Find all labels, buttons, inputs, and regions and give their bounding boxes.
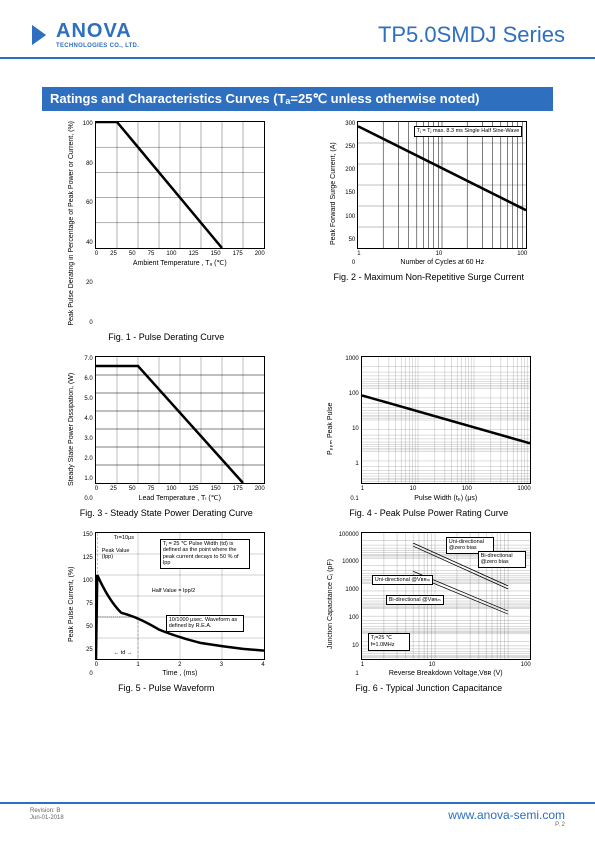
fig2-ylabel: Peak Forward Surge Current, (A) — [330, 121, 337, 266]
fig4-ylabel: Pₚₚₘ Peak Pulse — [327, 356, 335, 502]
brand-sub: TECHNOLOGIES CO., LTD. — [56, 43, 139, 49]
page-header: ANOVA TECHNOLOGIES CO., LTD. TP5.0SMDJ S… — [0, 0, 595, 59]
fig5-caption: Fig. 5 - Pulse Waveform — [118, 683, 214, 693]
fig5-annot-wave: 10/1000 μsec. Waveform as defined by R.E… — [166, 615, 244, 632]
page-footer: Revision: B Jun-01-2018 www.anova-semi.c… — [0, 802, 595, 828]
fig2-xticks: 110100 — [357, 251, 527, 257]
fig3-plot — [95, 356, 265, 484]
logo: ANOVA TECHNOLOGIES CO., LTD. — [30, 20, 139, 49]
fig6-xticks: 110100 — [361, 662, 531, 668]
series-title: TP5.0SMDJ Series — [378, 22, 565, 48]
fig1-ylabel: Peak Pulse Derating in Percentage of Pea… — [68, 121, 75, 326]
fig3-xlabel: Lead Temperature , Tₗ (℃) — [95, 494, 265, 502]
chart-fig4: Pₚₚₘ Peak Pulse 10001001010.1 — [313, 356, 546, 518]
section-title: Ratings and Characteristics Curves (Tₐ=2… — [42, 87, 553, 111]
fig3-xticks: 0255075100125150175200 — [95, 486, 265, 492]
fig1-xlabel: Ambient Temperature , Tₐ (℃) — [95, 259, 265, 267]
fig4-yticks: 10001001010.1 — [337, 356, 359, 502]
fig4-caption: Fig. 4 - Peak Pulse Power Rating Curve — [349, 508, 508, 518]
logo-triangle-icon — [30, 23, 50, 47]
footer-revision: Revision: B — [30, 808, 64, 815]
fig4-plot — [361, 356, 531, 484]
fig6-yticks: 100000100001000100101 — [337, 532, 359, 677]
chart-fig3: Steady State Power Dissipation, (W) 7.06… — [50, 356, 283, 518]
footer-url: www.anova-semi.com — [448, 808, 565, 822]
fig5-xticks: 01234 — [95, 662, 265, 668]
fig6-ylabel: Junction Capacitance Cⱼ (pF) — [327, 532, 335, 677]
fig1-yticks: 100806040200 — [77, 121, 93, 326]
charts-grid: Peak Pulse Derating in Percentage of Pea… — [0, 121, 595, 693]
fig1-plot — [95, 121, 265, 249]
chart-fig6: Junction Capacitance Cⱼ (pF) 10000010000… — [313, 532, 546, 693]
fig4-xlabel: Pulse Width (tₚ) (μs) — [361, 494, 531, 502]
fig3-ylabel: Steady State Power Dissipation, (W) — [68, 356, 75, 502]
fig6-annot-bi-zero: Bi-directional @zero bias — [478, 551, 526, 568]
fig6-xlabel: Reverse Breakdown Voltage,Vʙʀ (V) — [361, 670, 531, 677]
fig5-ylabel: Peak Pulse Current, (%) — [68, 532, 75, 677]
fig5-annot-def: Tⱼ = 25 ℃ Pulse Width (td) is defined as… — [160, 539, 250, 569]
fig2-caption: Fig. 2 - Maximum Non-Repetitive Surge Cu… — [333, 272, 524, 282]
fig2-xlabel: Number of Cycles at 60 Hz — [357, 259, 527, 266]
fig2-annotation: Tⱼ = Tⱼ max. 8.3 ms Single Half Sine-Wav… — [414, 126, 523, 137]
fig1-caption: Fig. 1 - Pulse Derating Curve — [108, 332, 224, 342]
fig2-plot: Tⱼ = Tⱼ max. 8.3 ms Single Half Sine-Wav… — [357, 121, 527, 249]
brand-name: ANOVA — [56, 20, 139, 43]
fig6-annot-uni-vbr: Uni-directional @Vʙʀₘ — [372, 575, 433, 586]
fig5-annot-td: ← td → — [114, 650, 133, 657]
fig2-yticks: 300250200150100500 — [339, 121, 355, 266]
fig6-annot-cond: Tⱼ=25 ℃ f=1.0MHz — [368, 633, 410, 650]
fig5-annot-peak: Peak Value (Ipp) — [102, 548, 136, 561]
fig4-xticks: 1101001000 — [361, 486, 531, 492]
fig3-caption: Fig. 3 - Steady State Power Derating Cur… — [80, 508, 253, 518]
fig6-plot: Uni-directional @zero bias Bi-directiona… — [361, 532, 531, 660]
fig5-annot-tr: Tr=10μs — [114, 535, 134, 542]
fig6-caption: Fig. 6 - Typical Junction Capacitance — [355, 683, 502, 693]
fig5-plot: Tr=10μs Peak Value (Ipp) Tⱼ = 25 ℃ Pulse… — [95, 532, 265, 660]
fig6-annot-bi-vbr: Bi-directional @Vʙʀₘ — [386, 595, 444, 606]
footer-date: Jun-01-2018 — [30, 815, 64, 822]
footer-page: P. 2 — [448, 822, 565, 828]
fig1-xticks: 0255075100125150175200 — [95, 251, 265, 257]
fig3-yticks: 7.06.05.04.03.02.01.00.0 — [77, 356, 93, 502]
fig5-yticks: 1501251007550250 — [77, 532, 93, 677]
fig5-annot-half: Half Value = Ipp/2 — [152, 588, 195, 595]
fig5-xlabel: Time , (ms) — [95, 670, 265, 677]
chart-fig2: Peak Forward Surge Current, (A) 30025020… — [313, 121, 546, 342]
chart-fig5: Peak Pulse Current, (%) 1501251007550250 — [50, 532, 283, 693]
chart-fig1: Peak Pulse Derating in Percentage of Pea… — [50, 121, 283, 342]
